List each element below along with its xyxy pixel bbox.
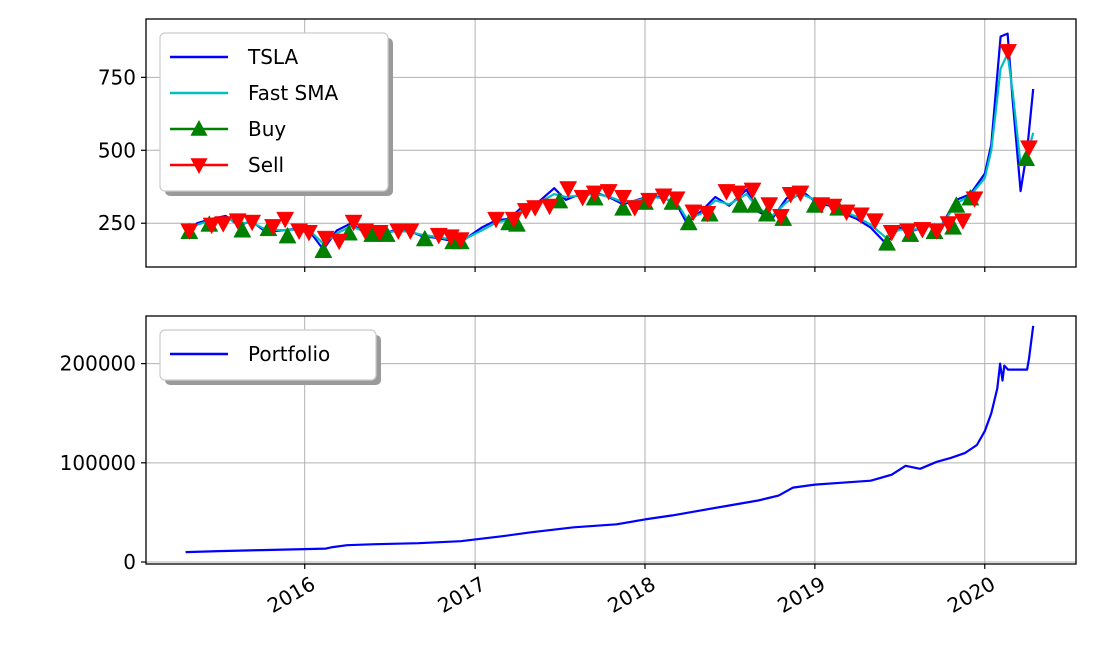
sell-marker: [640, 192, 659, 210]
legend-label: Portfolio: [248, 342, 330, 366]
sell-marker: [667, 191, 686, 208]
legend-marker: [190, 158, 208, 174]
portfolio-panel: 0 100000 200000 2016 2017 2018 2019 2020 Portfol…: [60, 315, 1077, 618]
legend-box: [159, 32, 389, 192]
plot-area: [180, 32, 1038, 258]
axes-frame: [145, 315, 1077, 565]
sell-marker: [771, 208, 790, 226]
y-tick-label: 750: [98, 65, 136, 89]
sell-marker: [228, 213, 247, 230]
sell-marker: [389, 223, 408, 241]
sell-marker: [837, 204, 856, 222]
sell-marker: [264, 219, 283, 236]
sell-marker: [330, 233, 349, 251]
sell-marker: [824, 198, 843, 216]
sell-marker: [451, 232, 470, 249]
sell-marker: [927, 223, 946, 241]
buy-marker: [233, 221, 252, 238]
sell-marker: [882, 224, 901, 242]
y-tick-label: 0: [123, 550, 136, 574]
x-tick-label: 2016: [263, 572, 319, 618]
legend: Portfolio: [159, 329, 381, 385]
x-tick-label: 2017: [433, 572, 489, 618]
sell-marker: [540, 198, 559, 216]
sell-marker: [654, 188, 673, 206]
y-tick-label: 200000: [60, 352, 136, 376]
legend: TSLA Fast SMA Buy Sell: [159, 32, 393, 196]
sell-marker: [214, 216, 233, 233]
x-tick-label: 2019: [773, 572, 829, 618]
sell-marker: [965, 191, 984, 208]
sell-marker: [698, 206, 717, 223]
legend-box: [159, 329, 377, 381]
buy-marker: [1017, 149, 1036, 167]
legend-label: Fast SMA: [248, 81, 338, 105]
sell-marker: [743, 182, 762, 200]
sell-marker: [729, 185, 748, 203]
legend-label: Sell: [248, 153, 284, 177]
sell-marker: [585, 185, 604, 203]
sell-marker: [913, 222, 932, 239]
sell-marker: [760, 197, 779, 214]
sell-marker: [487, 211, 506, 229]
sell-marker: [401, 223, 420, 241]
y-tick-label: 100000: [60, 451, 136, 475]
sell-marker: [1020, 140, 1038, 157]
sell-marker: [180, 223, 199, 241]
sell-marker: [344, 214, 363, 232]
sell-marker: [851, 207, 870, 225]
sell-marker: [299, 224, 318, 242]
plot-area: [185, 325, 1035, 554]
sell-marker: [370, 224, 389, 242]
buy-marker: [745, 196, 764, 213]
sell-marker: [559, 181, 578, 198]
sell-marker: [625, 200, 644, 217]
x-tick-label: 2018: [603, 572, 659, 618]
sell-marker: [684, 204, 703, 222]
sell-marker: [999, 44, 1018, 61]
sell-marker: [898, 223, 917, 241]
sell-marker: [953, 213, 972, 230]
buy-marker: [314, 241, 333, 258]
y-tick-label: 500: [98, 138, 136, 162]
axes-frame: [145, 18, 1077, 268]
sell-marker: [791, 185, 810, 203]
sell-marker: [573, 189, 592, 207]
sell-marker: [356, 223, 375, 241]
x-tick-label: 2020: [943, 572, 999, 618]
sell-marker: [202, 217, 221, 235]
buy-marker: [278, 226, 297, 244]
sell-marker: [812, 197, 831, 214]
buy-marker: [415, 229, 434, 247]
buy-marker: [731, 196, 750, 213]
sell-marker: [599, 184, 618, 201]
sell-marker: [614, 189, 633, 207]
buy-marker: [679, 213, 698, 231]
price-panel: 250 500 750 TSLA Fast SMA Buy Sell: [98, 18, 1077, 272]
y-tick-label: 250: [98, 211, 136, 235]
sell-marker: [939, 216, 958, 233]
legend-label: TSLA: [247, 45, 299, 69]
buy-marker: [878, 234, 896, 251]
legend-label: Buy: [248, 117, 286, 141]
buy-marker: [757, 204, 776, 222]
sell-marker: [243, 214, 262, 232]
sell-marker: [316, 230, 335, 248]
buy-marker: [947, 196, 966, 213]
sell-marker: [526, 200, 545, 217]
sell-marker: [276, 211, 295, 229]
legend-marker: [190, 120, 208, 136]
sell-marker: [865, 213, 884, 230]
buy-marker: [614, 199, 633, 216]
sell-marker: [429, 227, 448, 245]
series-line-portfolio: [185, 325, 1035, 554]
sell-marker: [504, 211, 523, 229]
